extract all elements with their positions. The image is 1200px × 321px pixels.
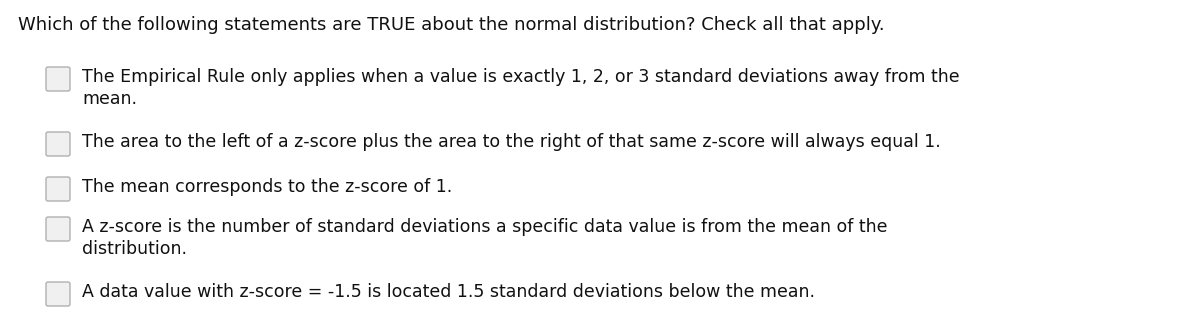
Text: The area to the left of a z-score plus the area to the right of that same z-scor: The area to the left of a z-score plus t… [82,133,941,151]
FancyBboxPatch shape [46,217,70,241]
Text: The Empirical Rule only applies when a value is exactly 1, 2, or 3 standard devi: The Empirical Rule only applies when a v… [82,68,960,86]
Text: distribution.: distribution. [82,240,187,258]
FancyBboxPatch shape [46,67,70,91]
Text: A z-score is the number of standard deviations a specific data value is from the: A z-score is the number of standard devi… [82,218,888,236]
Text: A data value with z-score = -1.5 is located 1.5 standard deviations below the me: A data value with z-score = -1.5 is loca… [82,283,815,301]
Text: mean.: mean. [82,90,137,108]
FancyBboxPatch shape [46,282,70,306]
FancyBboxPatch shape [46,177,70,201]
FancyBboxPatch shape [46,132,70,156]
Text: The mean corresponds to the z-score of 1.: The mean corresponds to the z-score of 1… [82,178,452,196]
Text: Which of the following statements are TRUE about the normal distribution? Check : Which of the following statements are TR… [18,16,884,34]
